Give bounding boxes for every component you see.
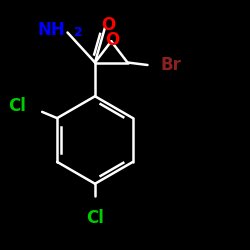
Text: Cl: Cl [86, 209, 104, 227]
Text: 2: 2 [74, 26, 82, 39]
Text: O: O [102, 16, 116, 34]
Text: NH: NH [37, 21, 65, 39]
Text: O: O [106, 31, 120, 49]
Text: Br: Br [160, 56, 181, 74]
Text: Cl: Cl [8, 96, 26, 114]
